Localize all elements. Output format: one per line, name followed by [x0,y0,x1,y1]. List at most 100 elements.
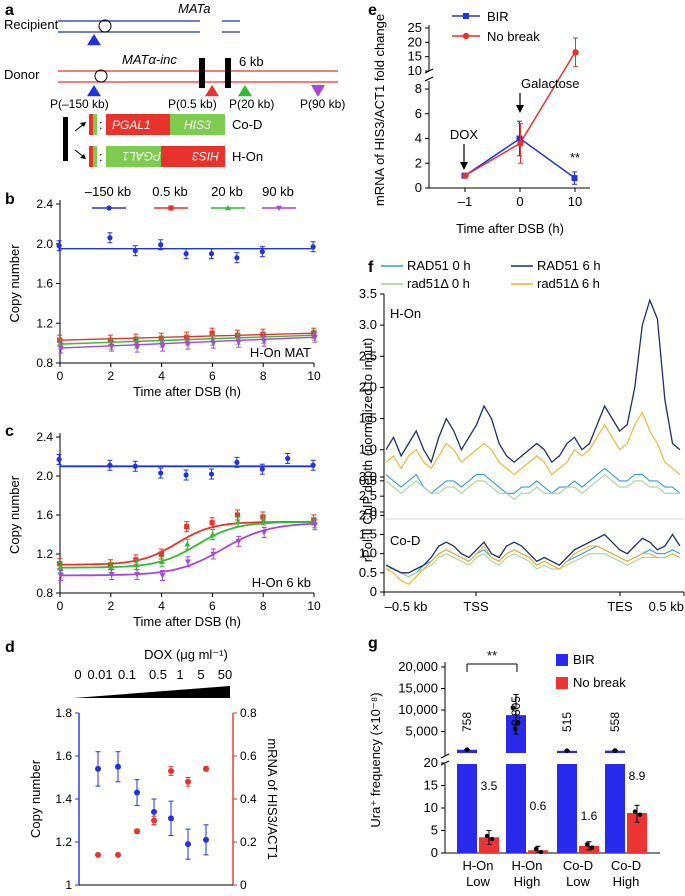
track-rad51d_0h [385,473,680,501]
y-tick-label: 3.0 [359,469,377,484]
track-rad51d_6h [385,545,681,585]
data-point [158,558,165,565]
nobreak-value-label: 0.6 [530,799,547,813]
data-point [285,455,291,462]
x-tick-label: 6 [209,369,216,383]
data-point [259,249,265,255]
category-label-line2: High [514,874,541,889]
bir-replicate-dot [512,726,518,732]
data-point [234,512,241,518]
data-point [184,559,191,565]
dox-title: DOX (μg ml⁻¹) [144,647,228,662]
bir-bar-lower [506,764,526,853]
data-point [107,337,114,343]
data-point [209,520,215,526]
y-tick-label: 1.2 [36,547,53,561]
legend-marker [225,205,231,211]
category-label-line1: Co-D [611,858,641,873]
data-point [132,248,138,254]
data-point [159,343,166,350]
data-point [261,338,268,345]
position-label: P(90 kb) [300,97,345,111]
x-axis-title: Time after DSB (h) [133,384,241,399]
x-tick-label: 10 [307,599,321,613]
construct-arrowhead-down [80,154,86,159]
recipient-marker-triangle [87,34,101,46]
data-point [56,456,62,463]
data-point [159,573,166,579]
bir-bar-lower [605,764,625,853]
data-point [260,516,267,523]
legend-swatch-nobreak [556,677,568,689]
x-tick-label: TSS [463,599,489,614]
legend-label: 20 kb [211,184,243,199]
legend-label: –150 kb [85,184,131,199]
panel-label-d: d [5,639,15,656]
fit-curve-2 [60,521,315,569]
track-rad51d_0h [386,553,681,578]
y-tick-label: 2.4 [36,197,53,211]
category-label-line1: H-On [462,858,493,873]
y-axis-title: mRNA of HIS3/ACT1 fold change [372,14,387,206]
legend-label: RAD51 0 h [407,258,471,273]
data-point [234,459,240,465]
bir-bar-lower [457,764,477,853]
recipient-centromere [98,19,112,33]
copy-number-point [134,789,140,796]
data-point [234,332,241,338]
y-tick-label: 1.2 [36,316,53,330]
construct-gene-box [170,114,225,135]
mat-alpha-inc-label: MATα-inc [122,52,177,67]
legend-marker [276,205,282,211]
subpanel-name: Co-D [390,533,420,548]
subpanel-name: H-On [390,306,421,321]
x-tick-label: 8 [260,369,267,383]
left-tick-label: 1.6 [55,749,72,763]
significance-label: ** [487,648,497,663]
legend-label: 0.5 kb [152,184,187,199]
data-point [107,462,113,468]
insert-bar-1 [199,58,205,88]
data-point [235,518,242,525]
y-tick-label: 1.6 [36,508,53,522]
bir-bar-lower [557,764,577,853]
y-tick-label: 3.0 [359,317,377,332]
nobreak-replicate-dot [533,846,539,852]
category-label-line2: Low [466,874,490,889]
x-tick-label: 2 [107,599,114,613]
nobreak-replicate-dot [584,842,590,847]
x-tick-label: 0 [57,599,64,613]
data-point [184,334,190,340]
x-tick-label: –0.5 kb [385,599,428,614]
data-point [158,242,164,248]
track-rad51_6h [385,533,681,574]
galactose-arrowhead [516,105,524,113]
construct-label: Co-D [232,117,262,132]
x-tick-label: 2 [107,369,114,383]
copy-number-point [203,836,209,843]
mata-label: MATa [178,1,211,16]
inverted-construct: HIS3 PGAL1 [122,149,219,163]
data-point [184,341,191,348]
left-tick-label: 1 [65,878,72,892]
y-tick-label: 2.0 [359,379,377,394]
y-tick-label: 0.5 [359,565,377,580]
y-tick-label: 0.8 [36,586,53,600]
y-tick-label: 25 [408,20,422,35]
legend-marker-nobreak [462,32,470,40]
y-axis-title: Ura⁺ frequency (×10⁻⁸) [368,692,383,827]
mrna-point [168,768,174,775]
recipient-label: Recipient [4,17,59,32]
dox-gradient-wedge [74,686,230,698]
data-point [260,331,266,337]
legend-label: rad51Δ 0 h [407,276,470,291]
data-point [184,524,190,530]
data-point [184,541,191,547]
pos-marker-150kb [87,85,101,97]
construct-bracket [63,117,68,161]
category-label-line1: Co-D [563,858,593,873]
construct-promoter-box [106,114,170,135]
panel-label-a: a [5,2,14,19]
data-point [184,337,191,343]
data-point [107,562,114,568]
